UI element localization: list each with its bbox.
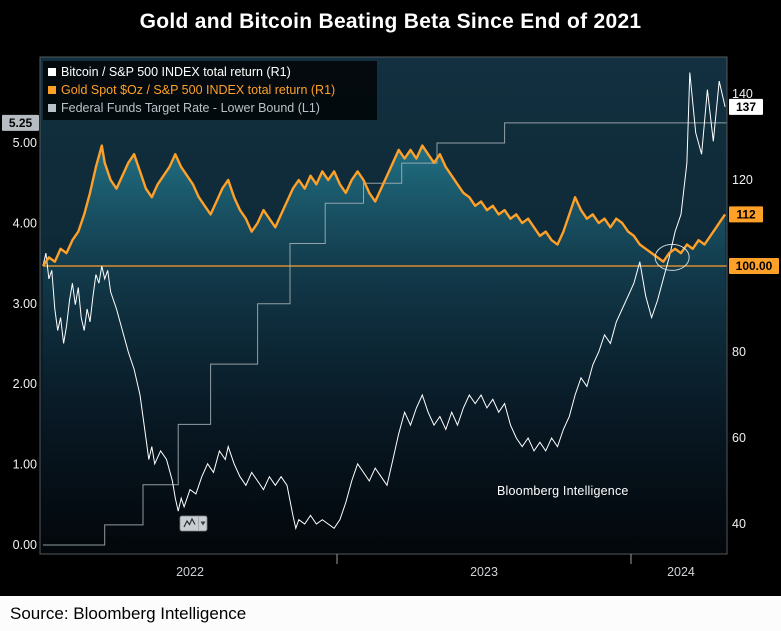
right-axis: 140 120 100.00 80 60 40 137 112 [729, 87, 779, 531]
left-axis-badge-fed-rate: 5.25 [2, 114, 39, 131]
right-axis-tick-label: 80 [732, 345, 746, 359]
chart-area: 5.00 4.00 3.00 2.00 1.00 0.00 5.25 140 120 100.00… [0, 40, 781, 596]
x-axis-year-label: 2023 [470, 565, 498, 579]
left-axis-tick-label: 4.00 [13, 216, 37, 230]
gold-area-fill [43, 145, 727, 554]
legend-item-label: Bitcoin / S&P 500 INDEX total return (R1… [61, 65, 291, 79]
legend: Bitcoin / S&P 500 INDEX total return (R1… [43, 61, 377, 120]
svg-text:112: 112 [736, 208, 756, 222]
source-caption: Source: Bloomberg Intelligence [10, 604, 247, 623]
legend-item-label: Gold Spot $Oz / S&P 500 INDEX total retu… [61, 83, 335, 97]
watermark-text: Bloomberg Intelligence [497, 484, 629, 498]
source-bar: Source: Bloomberg Intelligence [0, 596, 781, 631]
x-axis-year-label: 2022 [176, 565, 204, 579]
legend-swatch-icon [48, 86, 56, 94]
right-axis-badge-100: 100.00 [729, 258, 779, 274]
svg-text:5.25: 5.25 [9, 116, 33, 130]
legend-item-label: Federal Funds Target Rate - Lower Bound … [61, 101, 320, 115]
left-axis-tick-label: 0.00 [13, 538, 37, 552]
right-axis-tick-label: 60 [732, 431, 746, 445]
left-axis-tick-label: 2.00 [13, 377, 37, 391]
legend-swatch-icon [48, 104, 56, 112]
x-axis: 2022 2023 2024 [176, 554, 695, 579]
right-axis-tick-label: 40 [732, 517, 746, 531]
plot-frame [39, 56, 728, 555]
chart-canvas: 5.00 4.00 3.00 2.00 1.00 0.00 5.25 140 120 100.00… [2, 56, 779, 579]
right-axis-badge-bitcoin: 137 [729, 98, 763, 115]
legend-swatch-icon [48, 68, 56, 76]
right-axis-badge-gold: 112 [729, 206, 763, 223]
left-axis: 5.00 4.00 3.00 2.00 1.00 0.00 5.25 [2, 114, 39, 552]
chart-type-button[interactable] [179, 515, 208, 532]
left-axis-tick-label: 3.00 [13, 297, 37, 311]
left-axis-tick-label: 5.00 [13, 136, 37, 150]
legend-item[interactable]: Gold Spot $Oz / S&P 500 INDEX total retu… [48, 83, 335, 97]
line-chart-icon [183, 517, 196, 528]
svg-text:137: 137 [736, 100, 756, 114]
gold-line [42, 144, 727, 267]
left-axis-tick-label: 1.00 [13, 458, 37, 472]
x-axis-year-label: 2024 [667, 565, 695, 579]
svg-text:100.00: 100.00 [736, 259, 773, 273]
caret-down-icon [200, 521, 206, 526]
page-title: Gold and Bitcoin Beating Beta Since End … [139, 10, 642, 33]
legend-item[interactable]: Federal Funds Target Rate - Lower Bound … [48, 101, 320, 115]
right-axis-tick-label: 140 [732, 87, 753, 101]
crossover-annotation-circle [654, 243, 690, 271]
legend-item[interactable]: Bitcoin / S&P 500 INDEX total return (R1… [48, 65, 291, 79]
right-axis-tick-label: 120 [732, 173, 753, 187]
bitcoin-line [42, 72, 726, 531]
